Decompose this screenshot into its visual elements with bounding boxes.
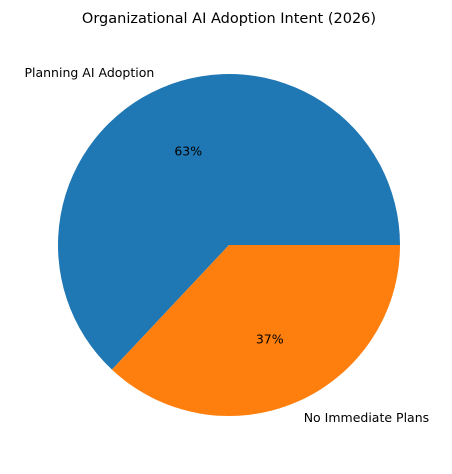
chart-title: Organizational AI Adoption Intent (2026) [82,11,376,27]
pie-slice-pct-label-1: 37% [256,332,284,347]
pie-slice-1 [111,245,400,416]
pie-slice-label-1: No Immediate Plans [304,410,429,425]
pie-slice-label-0: Planning AI Adoption [24,65,154,80]
pie-slice-pct-label-0: 63% [174,143,202,158]
pie-slices [58,74,400,416]
pie-slice-0 [58,74,400,370]
pie-labels: 63% Planning AI Adoption 37% No Immediate P… [24,65,429,425]
